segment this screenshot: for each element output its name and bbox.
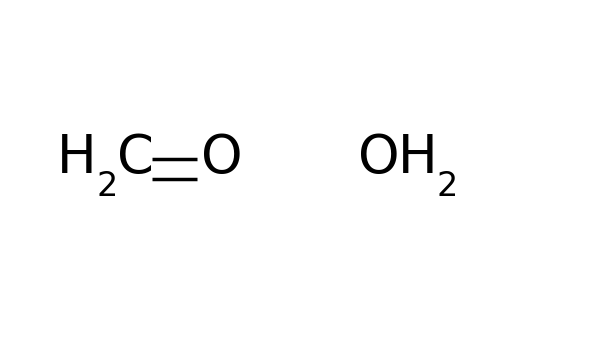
Text: 2: 2 <box>436 170 458 203</box>
Text: H: H <box>398 132 438 184</box>
Text: 2: 2 <box>96 170 118 203</box>
Text: O: O <box>201 132 243 184</box>
Text: C: C <box>117 132 154 184</box>
Text: O: O <box>358 132 399 184</box>
Text: H: H <box>57 132 97 184</box>
